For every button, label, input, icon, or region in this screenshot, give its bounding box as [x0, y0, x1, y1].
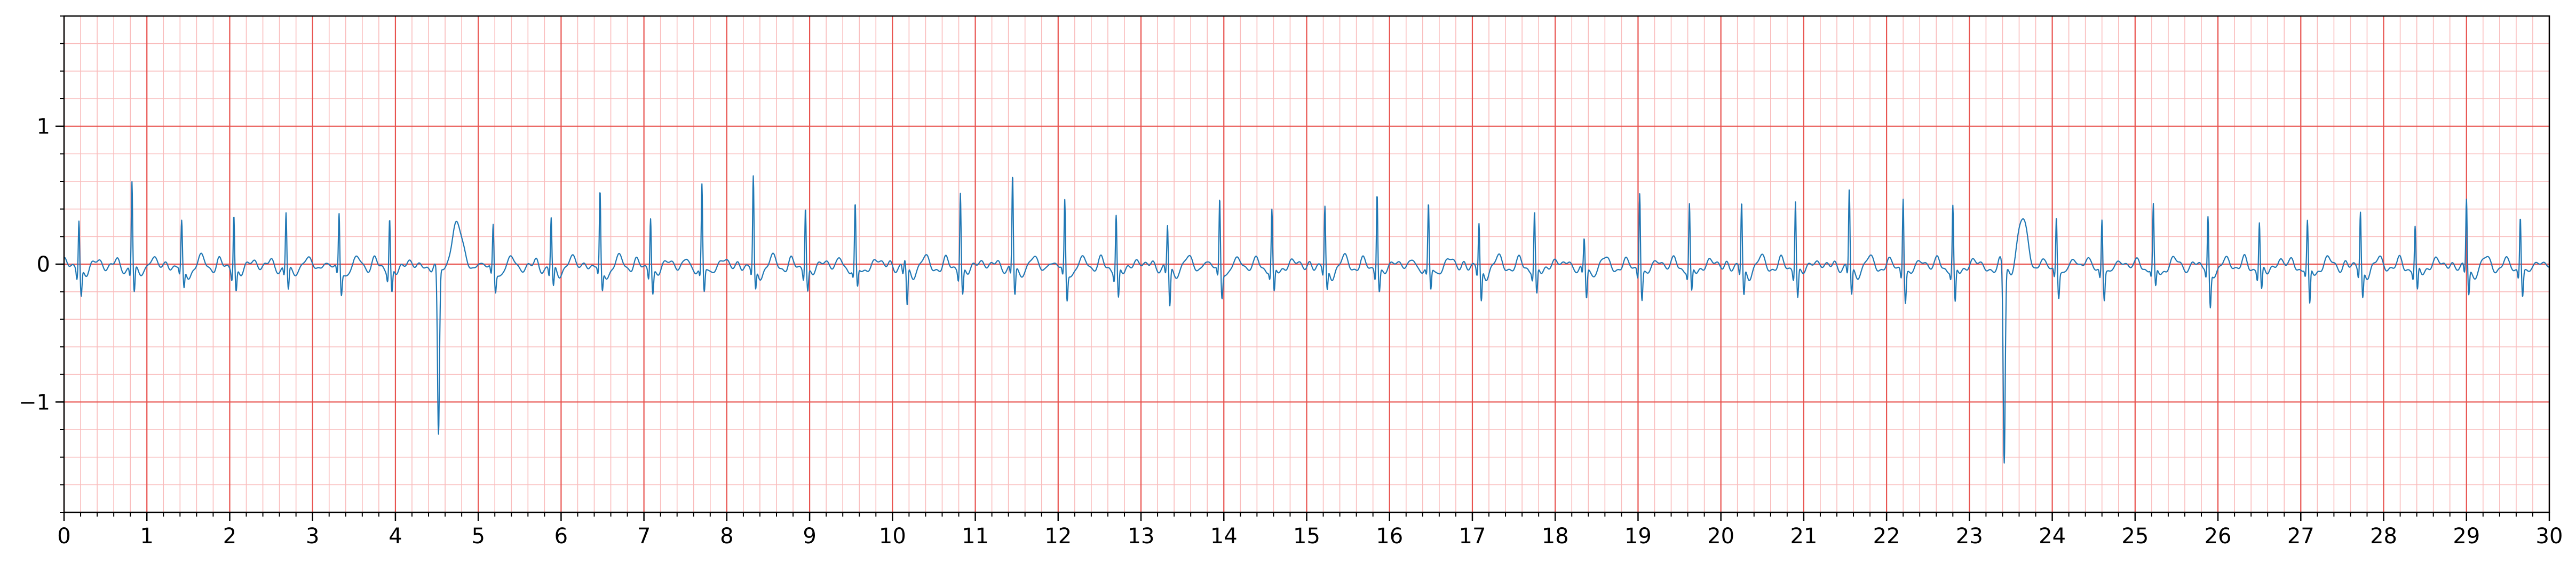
x-tick-label: 3: [306, 524, 319, 549]
x-tick-label: 29: [2453, 524, 2480, 549]
x-tick-label: 4: [389, 524, 402, 549]
x-tick-label: 17: [1459, 524, 1486, 549]
x-tick-label: 11: [962, 524, 989, 549]
x-tick-label: 14: [1210, 524, 1238, 549]
x-tick-label: 28: [2370, 524, 2397, 549]
y-tick-label: 0: [37, 252, 50, 277]
x-tick-label: 30: [2536, 524, 2563, 549]
x-tick-label: 20: [1707, 524, 1734, 549]
y-tick-label: 1: [37, 115, 50, 139]
x-tick-label: 24: [2039, 524, 2066, 549]
x-tick-label: 23: [1956, 524, 1983, 549]
x-tick-label: 16: [1376, 524, 1403, 549]
trace-layer: [64, 175, 2550, 464]
x-tick-label: 25: [2121, 524, 2149, 549]
x-tick-label: 10: [879, 524, 906, 549]
x-tick-label: 21: [1790, 524, 1817, 549]
x-tick-label: 7: [637, 524, 651, 549]
x-tick-label: 27: [2287, 524, 2315, 549]
ecg-series-line: [64, 175, 2550, 464]
x-tick-label: 22: [1873, 524, 1900, 549]
x-axis: 0 1 2 3 4 5 6 7 8 9 10 11 12 13 14 15 16 17 18 19 20 21 22 23 24…: [57, 512, 2563, 549]
x-tick-label: 26: [2205, 524, 2232, 549]
x-tick-label: 1: [140, 524, 154, 549]
x-tick-label: 13: [1128, 524, 1155, 549]
x-tick-label: 19: [1624, 524, 1652, 549]
x-tick-label: 0: [57, 524, 70, 549]
x-tick-label: 6: [554, 524, 568, 549]
y-tick-label: −1: [19, 390, 50, 415]
x-tick-label: 12: [1044, 524, 1072, 549]
x-tick-label: 15: [1293, 524, 1320, 549]
y-axis: −1 0 1: [19, 15, 64, 513]
x-tick-label: 18: [1542, 524, 1569, 549]
x-tick-label: 9: [803, 524, 816, 549]
x-tick-label: 2: [223, 524, 236, 549]
x-tick-label: 8: [720, 524, 733, 549]
x-tick-label: 5: [471, 524, 485, 549]
